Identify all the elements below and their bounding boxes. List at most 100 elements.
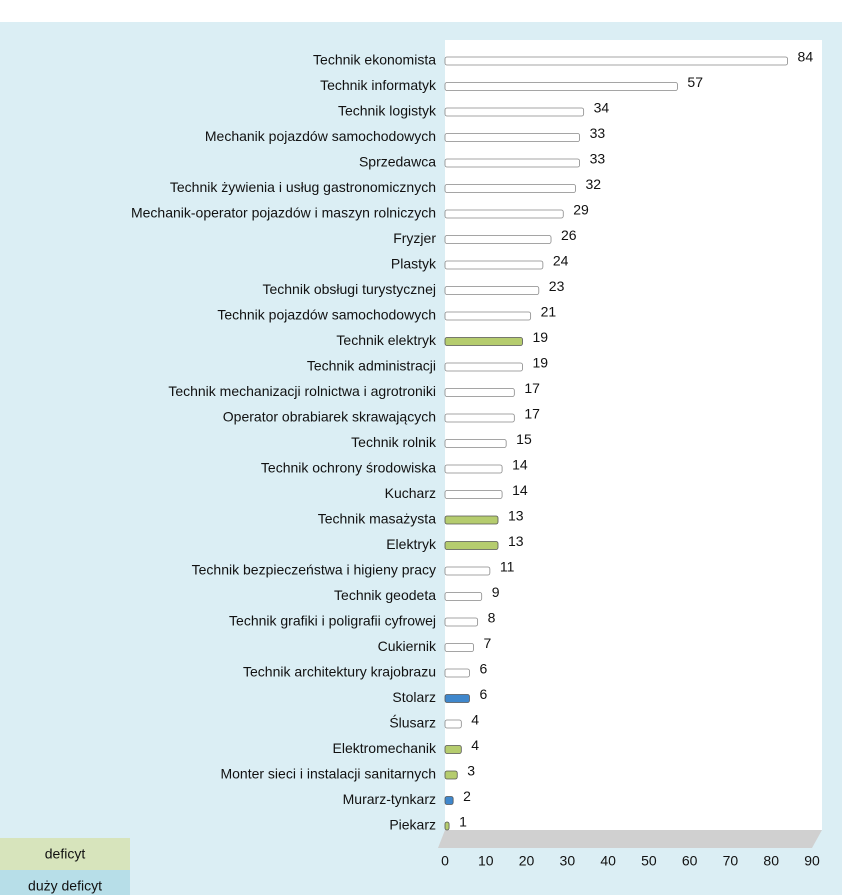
value-label: 33 bbox=[590, 125, 606, 141]
x-tick-label: 10 bbox=[478, 853, 494, 869]
bar bbox=[444, 337, 523, 346]
bar bbox=[444, 158, 580, 168]
x-tick-label: 60 bbox=[682, 853, 698, 869]
value-label: 21 bbox=[541, 304, 557, 320]
bar bbox=[444, 184, 576, 193]
y-tick-label: Fryzjer bbox=[393, 230, 436, 246]
legend-swatch bbox=[0, 838, 130, 870]
value-label: 4 bbox=[471, 712, 479, 728]
bar bbox=[444, 719, 462, 729]
legend-swatch bbox=[0, 870, 130, 895]
value-label: 4 bbox=[471, 737, 479, 753]
y-tick-label: Technik informatyk bbox=[320, 77, 437, 93]
value-label: 15 bbox=[516, 431, 532, 447]
bar bbox=[444, 745, 462, 754]
value-label: 7 bbox=[484, 635, 492, 651]
y-tick-label: Monter sieci i instalacji sanitarnych bbox=[220, 766, 436, 782]
bar bbox=[444, 770, 458, 780]
y-tick-label: Technik obsługi turystycznej bbox=[262, 281, 436, 297]
y-tick-label: Technik bezpieczeństwa i higieny pracy bbox=[192, 562, 436, 578]
value-label: 6 bbox=[479, 661, 487, 677]
value-label: 19 bbox=[532, 329, 548, 345]
y-tick-label: Technik masażysta bbox=[318, 511, 436, 527]
plot-area bbox=[445, 40, 822, 830]
bar bbox=[444, 311, 532, 321]
bar bbox=[444, 133, 580, 142]
value-label: 6 bbox=[479, 686, 487, 702]
y-tick-label: Cukiernik bbox=[378, 638, 437, 654]
bar bbox=[444, 235, 552, 244]
bar bbox=[444, 821, 450, 831]
y-tick-label: Plastyk bbox=[391, 256, 437, 272]
value-label: 24 bbox=[553, 253, 569, 269]
legend-label: deficyt bbox=[45, 846, 86, 862]
value-label: 13 bbox=[508, 508, 524, 524]
bar bbox=[444, 668, 470, 678]
bar bbox=[444, 541, 499, 550]
bar bbox=[444, 82, 678, 91]
value-label: 57 bbox=[687, 74, 703, 90]
value-label: 19 bbox=[532, 355, 548, 371]
y-tick-label: Technik rolnik bbox=[351, 434, 437, 450]
y-tick-label: Mechanik-operator pojazdów i maszyn roln… bbox=[131, 205, 436, 221]
value-label: 17 bbox=[524, 380, 540, 396]
bar bbox=[444, 260, 544, 270]
x-tick-label: 0 bbox=[441, 853, 449, 869]
value-label: 2 bbox=[463, 788, 471, 804]
y-tick-label: Technik żywienia i usług gastronomicznyc… bbox=[170, 179, 436, 195]
plot-floor bbox=[438, 830, 822, 848]
bar bbox=[444, 286, 540, 295]
bar bbox=[444, 617, 479, 627]
bar bbox=[444, 592, 483, 601]
y-tick-label: Elektryk bbox=[386, 536, 437, 552]
y-tick-label: Murarz-tynkarz bbox=[343, 791, 436, 807]
value-label: 3 bbox=[467, 763, 475, 779]
legend-label: duży deficyt bbox=[28, 878, 102, 894]
bar bbox=[444, 413, 515, 423]
value-label: 34 bbox=[594, 100, 610, 116]
bar bbox=[444, 388, 515, 397]
x-tick-label: 50 bbox=[641, 853, 657, 869]
y-tick-label: Technik administracji bbox=[307, 358, 436, 374]
bar bbox=[444, 439, 507, 448]
x-tick-label: 30 bbox=[560, 853, 576, 869]
y-tick-label: Kucharz bbox=[385, 485, 436, 501]
bar bbox=[444, 362, 523, 372]
bar bbox=[444, 209, 564, 219]
bar bbox=[444, 107, 585, 117]
x-tick-label: 40 bbox=[600, 853, 616, 869]
bar bbox=[444, 694, 470, 703]
y-tick-label: Mechanik pojazdów samochodowych bbox=[205, 128, 436, 144]
y-tick-label: Technik geodeta bbox=[334, 587, 436, 603]
bar bbox=[444, 643, 474, 652]
bar bbox=[444, 464, 503, 474]
bar bbox=[444, 566, 491, 576]
y-tick-label: Technik ekonomista bbox=[313, 52, 436, 68]
y-tick-label: Technik pojazdów samochodowych bbox=[217, 307, 436, 323]
value-label: 17 bbox=[524, 406, 540, 422]
x-tick-label: 80 bbox=[763, 853, 779, 869]
value-label: 23 bbox=[549, 278, 565, 294]
bar bbox=[444, 796, 454, 805]
y-tick-label: Operator obrabiarek skrawających bbox=[223, 409, 436, 425]
value-label: 13 bbox=[508, 533, 524, 549]
bar bbox=[444, 515, 499, 525]
y-tick-label: Elektromechanik bbox=[333, 740, 437, 756]
y-tick-label: Technik ochrony środowiska bbox=[261, 460, 436, 476]
y-tick-label: Stolarz bbox=[392, 689, 436, 705]
value-label: 84 bbox=[798, 49, 814, 65]
value-label: 1 bbox=[459, 814, 467, 830]
bar bbox=[444, 490, 503, 499]
value-label: 14 bbox=[512, 457, 528, 473]
y-tick-label: Piekarz bbox=[389, 817, 436, 833]
y-tick-label: Technik mechanizacji rolnictwa i agrotro… bbox=[168, 383, 436, 399]
y-tick-label: Technik elektryk bbox=[336, 332, 437, 348]
y-tick-label: Sprzedawca bbox=[359, 154, 436, 170]
value-label: 26 bbox=[561, 227, 577, 243]
y-tick-label: Technik architektury krajobrazu bbox=[243, 664, 436, 680]
y-tick-label: Technik logistyk bbox=[338, 103, 437, 119]
value-label: 32 bbox=[585, 176, 601, 192]
x-tick-label: 20 bbox=[519, 853, 535, 869]
value-label: 8 bbox=[488, 610, 496, 626]
